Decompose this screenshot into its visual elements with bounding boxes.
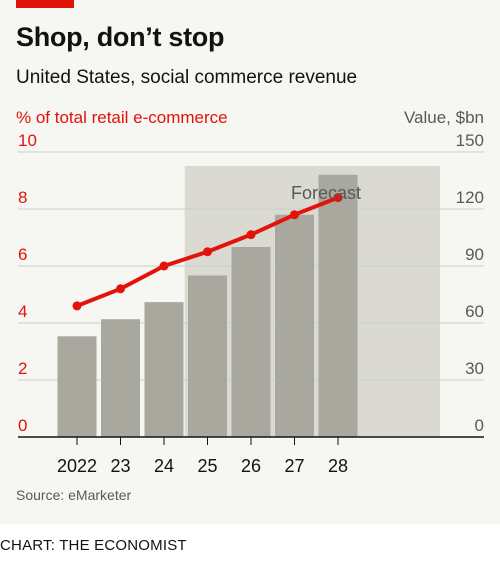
chart-title: Shop, don’t stop	[16, 22, 225, 52]
right-tick-label: 90	[465, 245, 484, 264]
chart-card: Shop, don’t stop United States, social c…	[0, 0, 500, 524]
right-tick-label: 120	[456, 188, 484, 207]
line-point	[246, 230, 256, 240]
accent-bar	[16, 0, 74, 8]
line-point	[290, 210, 299, 220]
bar	[318, 174, 358, 438]
chart-credit: CHART: THE ECONOMIST	[0, 537, 187, 554]
bar	[57, 336, 97, 437]
x-tick-label: 2022	[57, 456, 97, 476]
line-point	[333, 193, 343, 203]
line-point	[116, 284, 125, 294]
line-point	[203, 247, 212, 257]
right-tick-label: 30	[465, 359, 484, 378]
x-tick-label: 28	[328, 456, 348, 476]
x-tick-label: 27	[284, 456, 304, 476]
left-tick-label: 2	[18, 359, 27, 378]
line-point	[72, 301, 82, 311]
source-note: Source: eMarketer	[16, 487, 132, 503]
left-axis-label: % of total retail e-commerce	[16, 108, 228, 127]
x-tick-label: 24	[154, 456, 174, 476]
chart-subtitle: United States, social commerce revenue	[16, 67, 358, 88]
bar	[144, 302, 184, 437]
right-tick-label: 150	[456, 131, 484, 150]
right-tick-label: 60	[465, 302, 484, 321]
left-tick-label: 10	[18, 131, 37, 150]
chart-plot: 0 0 2 30 4 60 6 90 8 120 10 150 2022 23 24 25 26 27 28 Fo…	[18, 131, 484, 476]
bar	[101, 319, 140, 437]
bar	[188, 275, 227, 437]
forecast-label: Forecast	[291, 183, 361, 203]
left-tick-label: 4	[18, 302, 27, 321]
left-tick-label: 6	[18, 245, 27, 264]
x-tick-label: 25	[197, 456, 217, 476]
right-tick-label: 0	[475, 416, 484, 435]
bar	[231, 247, 271, 437]
left-tick-label: 0	[18, 416, 27, 435]
x-tick-label: 23	[110, 456, 130, 476]
bar	[275, 214, 314, 437]
line-point	[159, 261, 169, 271]
right-axis-label: Value, $bn	[403, 108, 484, 127]
x-tick-label: 26	[241, 456, 261, 476]
left-tick-label: 8	[18, 188, 27, 207]
